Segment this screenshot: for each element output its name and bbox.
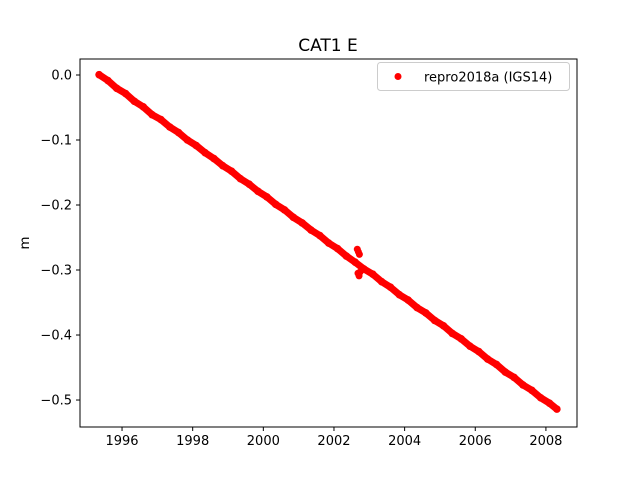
data-point: [263, 193, 271, 201]
series-repro2018a: [95, 70, 561, 413]
x-tick-label: 2000: [247, 434, 280, 449]
data-point: [510, 373, 518, 382]
data-point: [174, 128, 183, 137]
data-point: [413, 303, 421, 312]
data-point: [289, 213, 298, 222]
x-tick-label: 2008: [529, 434, 562, 449]
data-point: [466, 342, 474, 350]
y-axis-label: m: [17, 236, 33, 249]
data-point: [501, 368, 510, 376]
data-point: [307, 226, 315, 234]
data-point: [377, 277, 386, 286]
data-point: [218, 161, 227, 170]
legend-box: [377, 62, 570, 91]
x-tick-label: 2002: [317, 434, 350, 449]
data-point: [236, 174, 245, 183]
x-tick-label: 2006: [459, 434, 492, 449]
y-tick-label: 0.0: [51, 68, 72, 83]
x-tick-label: 1998: [176, 434, 209, 449]
data-point: [104, 76, 112, 85]
data-point: [210, 154, 218, 163]
y-tick-label: −0.2: [40, 199, 72, 214]
legend-label: repro2018a (IGS14): [424, 71, 552, 86]
x-tick-label: 1996: [105, 434, 138, 449]
data-point: [130, 97, 139, 106]
data-point: [148, 110, 156, 119]
data-point: [351, 258, 359, 267]
data-point: [386, 283, 395, 292]
x-tick-label: 2004: [388, 434, 421, 449]
data-point: [519, 381, 527, 389]
data-point: [492, 360, 501, 369]
data-point: [183, 136, 192, 144]
data-point: [457, 334, 465, 343]
data-point: [448, 329, 457, 338]
data-point: [395, 290, 404, 299]
data-point: [545, 399, 554, 407]
data-point: [298, 219, 306, 227]
data-point: [422, 309, 430, 317]
data-point: [324, 239, 333, 247]
data-point: [192, 141, 201, 150]
y-tick-label: −0.4: [40, 329, 72, 344]
data-point: [369, 270, 377, 279]
data-point-outlier: [355, 250, 363, 258]
data-point: [553, 405, 561, 413]
data-point: [404, 296, 412, 304]
data-point: [245, 180, 253, 189]
data-point: [201, 148, 209, 157]
data-point: [227, 167, 236, 176]
data-point: [112, 84, 121, 93]
data-point: [254, 187, 262, 196]
data-point: [280, 206, 289, 214]
data-point: [333, 244, 342, 253]
data-point: [475, 347, 483, 356]
data-point: [439, 321, 448, 330]
data-point: [316, 231, 324, 240]
data-point: [157, 115, 165, 124]
data-point: [536, 393, 545, 402]
legend: repro2018a (IGS14): [377, 62, 570, 91]
data-point: [95, 70, 103, 79]
data-point-outlier: [356, 268, 364, 276]
data-point: [139, 103, 148, 111]
data-point: [527, 386, 536, 395]
data-point: [121, 89, 130, 98]
y-tick-label: −0.1: [40, 133, 72, 148]
x-axis-ticks: 1996 1998 2000 2002 2004 2006 2008: [105, 427, 562, 449]
y-axis-ticks: 0.0 −0.1 −0.2 −0.3 −0.4 −0.5: [40, 68, 80, 409]
plot-title: CAT1 E: [298, 36, 358, 56]
y-tick-label: −0.3: [40, 264, 72, 279]
data-point: [430, 316, 439, 325]
data-point: [165, 123, 174, 131]
data-point: [342, 252, 351, 260]
legend-marker-dot-icon: [394, 73, 402, 80]
y-tick-label: −0.5: [40, 394, 72, 409]
data-point: [483, 355, 492, 363]
data-point: [271, 200, 280, 209]
